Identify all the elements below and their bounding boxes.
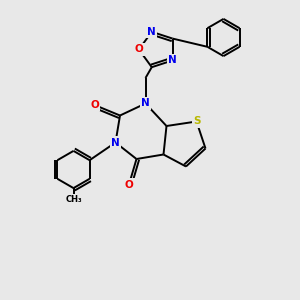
Text: N: N	[141, 98, 150, 109]
Text: CH₃: CH₃	[65, 195, 82, 204]
Text: O: O	[90, 100, 99, 110]
Text: N: N	[111, 137, 120, 148]
Text: O: O	[134, 44, 143, 55]
Text: N: N	[147, 27, 156, 37]
Text: O: O	[124, 179, 134, 190]
Text: N: N	[168, 56, 177, 65]
Text: S: S	[193, 116, 200, 127]
